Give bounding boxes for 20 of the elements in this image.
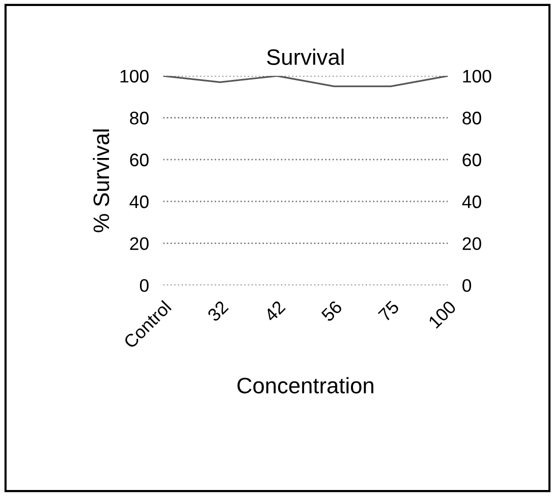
y-tick-label: 60	[130, 154, 149, 166]
chart-title: Survival	[267, 48, 344, 65]
y-tick-label: 100	[120, 70, 149, 83]
x-tick-label: 75	[378, 300, 400, 322]
y2-tick-label: 0	[462, 279, 472, 292]
y-tick-label: 20	[130, 237, 149, 250]
x-tick-label: 100	[428, 300, 457, 329]
y-axis-title: % Survival	[92, 130, 110, 232]
y2-tick-label: 40	[462, 195, 482, 208]
y2-tick-label: 20	[462, 237, 482, 250]
x-tick-label: 32	[206, 300, 229, 322]
y2-tick-label: 100	[463, 70, 492, 83]
y-tick-label: 80	[130, 112, 149, 124]
y-tick-label: 0	[140, 279, 149, 292]
y-tick-label: 40	[130, 195, 149, 208]
x-tick-label: 42	[263, 300, 286, 322]
y2-tick-label: 80	[462, 112, 482, 124]
x-axis-title: Concentration	[237, 377, 374, 394]
y2-tick-label: 60	[462, 154, 482, 166]
x-tick-label: 56	[320, 300, 343, 322]
